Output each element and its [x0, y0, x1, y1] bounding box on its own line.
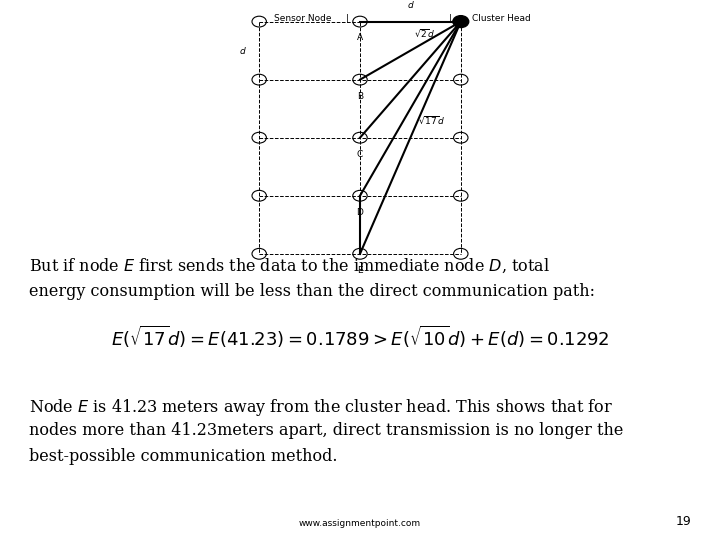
Text: energy consumption will be less than the direct communication path:: energy consumption will be less than the…	[29, 283, 595, 300]
Text: $d$: $d$	[407, 0, 414, 10]
Text: 19: 19	[675, 515, 691, 528]
Text: nodes more than 41.23meters apart, direct transmission is no longer the: nodes more than 41.23meters apart, direc…	[29, 422, 624, 439]
Text: $E(\sqrt{17}d) = E(41.23) = 0.1789 > E(\sqrt{10}d) + E(d) = 0.1292$: $E(\sqrt{17}d) = E(41.23) = 0.1789 > E(\…	[111, 324, 609, 350]
Text: Sensor Node: Sensor Node	[274, 15, 331, 23]
Circle shape	[453, 16, 469, 28]
Text: best-possible communication method.: best-possible communication method.	[29, 448, 337, 464]
Text: Node $E$ is 41.23 meters away from the cluster head. This shows that for: Node $E$ is 41.23 meters away from the c…	[29, 397, 613, 418]
Text: A: A	[357, 33, 363, 43]
Text: C: C	[357, 150, 363, 159]
Text: $\sqrt{2}d$: $\sqrt{2}d$	[414, 27, 436, 39]
Text: |: |	[449, 15, 451, 23]
Text: $d$: $d$	[240, 45, 247, 56]
Text: D: D	[356, 208, 364, 217]
Text: |: |	[346, 15, 349, 23]
Text: Cluster Head: Cluster Head	[472, 15, 531, 23]
Text: B: B	[357, 91, 363, 100]
Text: E: E	[357, 266, 363, 275]
Text: www.assignmentpoint.com: www.assignmentpoint.com	[299, 519, 421, 528]
Text: $\sqrt{17}d$: $\sqrt{17}d$	[418, 114, 445, 126]
Text: But if node $E$ first sends the data to the immediate node $D$, total: But if node $E$ first sends the data to …	[29, 256, 550, 275]
